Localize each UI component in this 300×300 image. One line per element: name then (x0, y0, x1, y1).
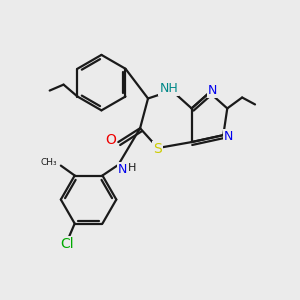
Text: O: O (105, 133, 116, 147)
Text: S: S (154, 142, 162, 156)
Text: N: N (208, 84, 217, 97)
Text: N: N (224, 130, 233, 142)
Text: Cl: Cl (60, 237, 74, 251)
Text: CH₃: CH₃ (40, 158, 57, 167)
Text: NH: NH (159, 82, 178, 95)
Text: N: N (118, 163, 127, 176)
Text: H: H (128, 163, 136, 173)
